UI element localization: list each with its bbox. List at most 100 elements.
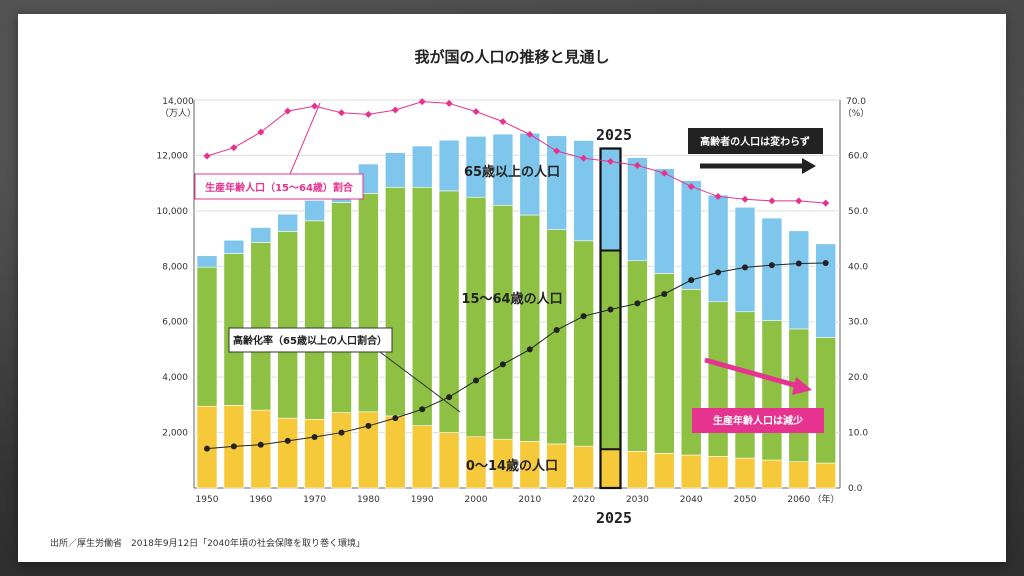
aging-rate-point bbox=[822, 259, 829, 266]
senior-unchanged-box bbox=[688, 128, 823, 154]
aging-rate-line bbox=[206, 262, 826, 450]
bar-segment-2050-1 bbox=[734, 311, 756, 459]
right-tick-label: 60.0 bbox=[848, 151, 868, 161]
highlight-2025 bbox=[599, 147, 622, 490]
bar-segment-2010-1 bbox=[519, 214, 541, 442]
aging-rate-point bbox=[768, 262, 775, 269]
highlight-year-top: 2025 bbox=[596, 126, 632, 144]
bar-segment-2045-0 bbox=[707, 456, 729, 489]
x-tick-label: 2010 bbox=[518, 495, 541, 505]
aging-rate-point bbox=[742, 264, 748, 271]
aging-rate-point bbox=[661, 291, 668, 297]
left-tick-label: 2,000 bbox=[162, 429, 188, 439]
right-axis-unit: （%） bbox=[843, 108, 870, 119]
left-tick-label: 8,000 bbox=[162, 262, 188, 272]
left-tick-label: 4,000 bbox=[162, 373, 188, 383]
aging-rate-leader-line bbox=[379, 351, 461, 413]
bar-segment-2040-0 bbox=[680, 454, 702, 489]
chart-title: 我が国の人口の推移と見通し bbox=[414, 48, 609, 66]
working-ratio-point bbox=[311, 102, 319, 110]
bar-segment-2035-2 bbox=[653, 168, 675, 274]
bar-segment-2040-2 bbox=[680, 180, 702, 290]
working-ratio-point bbox=[660, 169, 668, 177]
senior-unchanged-text: 高齢者の人口は変わらず bbox=[700, 135, 810, 148]
aging-rate-point bbox=[446, 394, 453, 401]
right-tick-label: 50.0 bbox=[848, 207, 868, 217]
working-ratio-point bbox=[741, 195, 749, 203]
working-ratio-point bbox=[580, 154, 588, 162]
right-tick-label: 30.0 bbox=[848, 318, 868, 328]
child-segment-label: 0〜14歳の人口 bbox=[466, 458, 558, 474]
aging-rate-point bbox=[634, 300, 641, 307]
senior-unchanged-arrow-head bbox=[802, 158, 816, 174]
bar-segment-1965-0 bbox=[277, 417, 299, 489]
x-tick-label: 1990 bbox=[411, 495, 434, 505]
x-tick-label: 2050 bbox=[734, 495, 757, 505]
working-ratio-callout-text: 生産年齢人口（15〜64歳）割合 bbox=[205, 181, 354, 194]
highlight-year-bottom: 2025 bbox=[596, 509, 632, 527]
bar-segment-2000-1 bbox=[465, 196, 487, 438]
bar-segment-2020-2 bbox=[573, 140, 594, 242]
working-ratio-point bbox=[714, 192, 722, 200]
right-tick-label: 10.0 bbox=[848, 429, 868, 439]
bar-segment-1955-2 bbox=[223, 239, 245, 254]
bar-segment-1950-2 bbox=[196, 255, 218, 268]
working-ratio-point bbox=[795, 197, 803, 205]
bar-segment-1990-1 bbox=[411, 187, 433, 426]
bar-segment-2045-1 bbox=[707, 301, 729, 457]
working-ratio-point bbox=[822, 199, 830, 207]
bar-segment-1995-2 bbox=[438, 139, 460, 192]
right-tick-label: 0.0 bbox=[848, 484, 863, 494]
x-tick-label: 2060 bbox=[787, 495, 810, 505]
bar-segment-2060-2 bbox=[788, 230, 810, 330]
working-decrease-arrow-head bbox=[792, 377, 812, 395]
bar-segment-2050-2 bbox=[734, 206, 756, 313]
bar-segment-1975-0 bbox=[331, 412, 352, 489]
bar-segment-2005-1 bbox=[492, 205, 514, 440]
aging-rate-point bbox=[795, 260, 802, 267]
working-ratio-point bbox=[391, 106, 399, 114]
working-ratio-point bbox=[526, 130, 534, 138]
bar-segment-1985-1 bbox=[384, 187, 406, 417]
aging-rate-point bbox=[284, 437, 291, 444]
x-axis-ticks: 1950 1960 1970 1980 1990 2000 2010 2020 2030 2040… bbox=[196, 495, 811, 505]
aging-rate-point bbox=[230, 443, 237, 450]
senior-segment-label: 65歳以上の人口 bbox=[464, 164, 560, 180]
bar-segment-1990-2 bbox=[411, 145, 433, 188]
aging-rate-point bbox=[688, 277, 695, 284]
right-tick-label: 40.0 bbox=[848, 262, 868, 272]
x-tick-label: 2000 bbox=[465, 495, 488, 505]
bar-segment-2030-0 bbox=[627, 451, 648, 489]
working-ratio-point bbox=[633, 161, 641, 169]
bar-segment-2015-2 bbox=[546, 135, 568, 231]
x-axis-unit: （年） bbox=[812, 493, 839, 505]
bar-segment-1990-0 bbox=[411, 425, 433, 489]
aging-rate-point bbox=[338, 429, 345, 436]
working-decrease-box bbox=[692, 408, 824, 433]
working-ratio-line bbox=[206, 101, 826, 204]
aging-rate-point bbox=[419, 406, 426, 413]
aging-rate-callout-text: 高齢化率（65歳以上の人口割合） bbox=[233, 334, 387, 347]
x-tick-label: 1950 bbox=[196, 495, 219, 505]
aging-rate-point bbox=[473, 377, 479, 384]
bar-segment-2065-0 bbox=[815, 462, 837, 489]
bar-segment-2025-1 bbox=[600, 250, 621, 450]
aging-rate-point bbox=[365, 422, 372, 429]
bar-segment-2050-0 bbox=[734, 457, 756, 489]
working-ratio-point bbox=[768, 197, 776, 205]
source-note: 出所／厚生労働省 2018年9月12日「2040年頃の社会保障を取り巻く環境」 bbox=[50, 537, 365, 549]
aging-rate-point bbox=[526, 346, 533, 353]
bar-segment-2030-2 bbox=[627, 157, 648, 262]
bar-segment-1965-1 bbox=[277, 231, 299, 419]
aging-rate-point bbox=[553, 327, 560, 334]
x-tick-label: 2020 bbox=[572, 495, 595, 505]
working-ratio-point bbox=[364, 110, 372, 118]
bar-segment-2055-2 bbox=[761, 217, 783, 321]
stacked-bars bbox=[196, 132, 837, 489]
bar-segment-2045-2 bbox=[707, 194, 729, 303]
bar-segment-2025-0 bbox=[600, 448, 621, 489]
working-ratio-point bbox=[338, 109, 345, 117]
bar-segment-2060-0 bbox=[788, 461, 810, 489]
working-ratio-callout-box bbox=[194, 173, 364, 200]
